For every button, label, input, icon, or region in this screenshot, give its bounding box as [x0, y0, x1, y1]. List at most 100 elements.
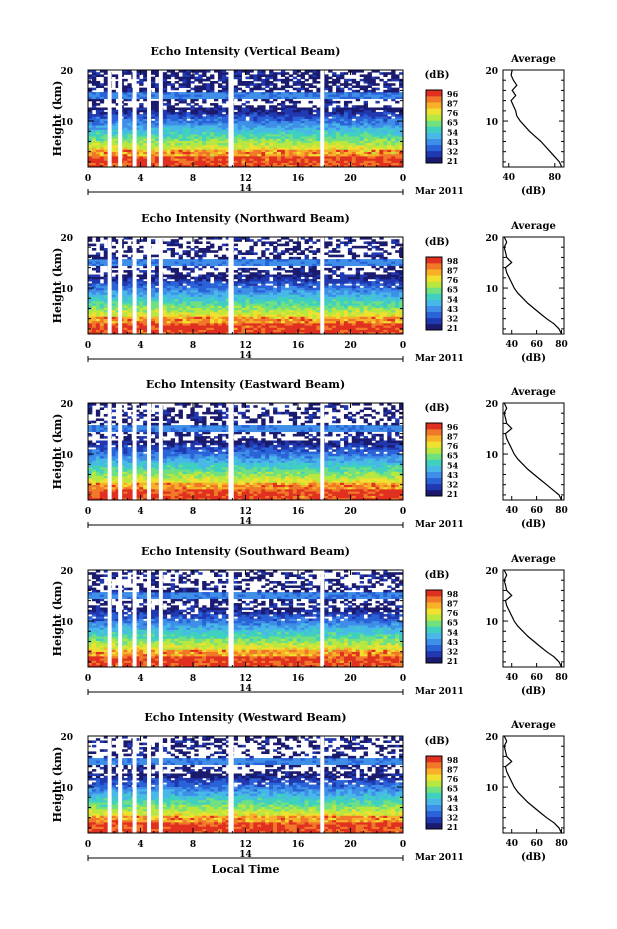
heatmap-cell: [277, 320, 282, 324]
heatmap-cell: [249, 138, 254, 141]
heatmap-cell: [166, 127, 172, 130]
heatmap-cell: [261, 241, 266, 245]
heatmap-cell: [170, 116, 176, 119]
heatmap-cell: [265, 320, 270, 324]
heatmap-cell: [253, 318, 258, 322]
heatmap-cell: [292, 111, 298, 115]
heatmap-cell: [139, 164, 144, 168]
heatmap-cell: [265, 92, 270, 95]
heatmap-cell: [332, 155, 337, 159]
heatmap-cell: [198, 305, 203, 308]
heatmap-cell: [214, 331, 219, 335]
heatmap-cell: [95, 118, 101, 122]
heatmap-cell: [99, 138, 105, 141]
heatmap-cell: [351, 85, 357, 89]
heatmap-cell: [178, 287, 183, 291]
heatmap-cell: [135, 133, 140, 137]
heatmap-cell: [312, 72, 317, 75]
heatmap-cell: [328, 76, 333, 80]
heatmap-cell: [257, 261, 262, 264]
heatmap-cell: [103, 153, 109, 157]
heatmap-cell: [186, 107, 191, 111]
heatmap-cell: [257, 303, 262, 306]
heatmap-cell: [371, 107, 376, 111]
heatmap-cell: [280, 322, 286, 326]
heatmap-cell: [154, 109, 160, 113]
heatmap-cell: [237, 127, 242, 130]
heatmap-cell: [214, 305, 219, 308]
heatmap-cell: [166, 140, 172, 144]
heatmap-cell: [162, 300, 168, 304]
heatmap-cell: [343, 72, 349, 75]
heatmap-cell: [277, 325, 282, 328]
heatmap-cell: [91, 153, 97, 157]
heatmap-cell: [198, 250, 203, 253]
heatmap-cell: [214, 127, 219, 130]
heatmap-cell: [363, 120, 368, 124]
heatmap-cell: [300, 94, 305, 97]
heatmap-cell: [151, 131, 156, 135]
heatmap-cell: [206, 298, 211, 302]
heatmap-cell: [387, 144, 392, 148]
heatmap-cell: [166, 100, 172, 104]
heatmap-cell: [363, 107, 368, 111]
heatmap-cell: [103, 87, 109, 91]
heatmap-cell: [241, 147, 246, 150]
heatmap-cell: [95, 263, 101, 267]
heatmap-cell: [383, 114, 388, 117]
heatmap-cell: [115, 283, 120, 286]
heatmap-cell: [151, 85, 156, 89]
heatmap-cell: [115, 81, 120, 84]
heatmap-cell: [115, 129, 120, 133]
heatmap-cell: [296, 125, 302, 128]
heatmap-cell: [194, 138, 199, 141]
heatmap-cell: [265, 256, 270, 260]
heatmap-cell: [186, 72, 191, 75]
heatmap-cell: [225, 327, 231, 330]
heatmap-cell: [221, 78, 227, 82]
heatmap-cell: [221, 155, 227, 159]
heatmap-cell: [182, 303, 187, 306]
heatmap-cell: [233, 289, 239, 293]
heatmap-cell: [328, 153, 333, 157]
heatmap-cell: [249, 331, 254, 335]
heatmap-cell: [265, 294, 270, 297]
heatmap-cell: [343, 155, 349, 159]
heatmap-cell: [371, 89, 376, 93]
heatmap-cell: [292, 100, 298, 104]
heatmap-cell: [139, 83, 144, 86]
heatmap-cell: [343, 151, 349, 155]
heatmap-cell: [194, 151, 199, 155]
heatmap-cell: [143, 89, 148, 93]
colorbar-swatch: [426, 126, 442, 133]
heatmap-cell: [237, 142, 242, 146]
heatmap-cell: [237, 149, 242, 152]
heatmap-cell: [343, 118, 349, 122]
heatmap-cell: [139, 133, 144, 137]
heatmap-cell: [284, 94, 290, 97]
heatmap-cell: [233, 131, 239, 135]
heatmap-cell: [198, 125, 203, 128]
heatmap-cell: [241, 331, 246, 335]
heatmap-cell: [371, 116, 376, 119]
heatmap-cell: [186, 155, 191, 159]
heatmap-cell: [273, 318, 278, 322]
heatmap-cell: [123, 147, 128, 150]
heatmap-cell: [336, 85, 341, 89]
heatmap-cell: [95, 96, 101, 100]
heatmap-cell: [190, 294, 195, 297]
heatmap-cell: [249, 149, 254, 152]
heatmap-cell: [103, 274, 109, 278]
heatmap-cell: [253, 133, 258, 137]
heatmap-cell: [198, 153, 203, 157]
heatmap-cell: [288, 311, 294, 315]
heatmap-cell: [206, 160, 211, 163]
heatmap-cell: [190, 314, 195, 317]
heatmap-cell: [151, 109, 156, 113]
heatmap-cell: [340, 118, 345, 122]
heatmap-cell: [375, 133, 380, 137]
heatmap-cell: [151, 133, 156, 137]
heatmap-cell: [265, 237, 270, 240]
heatmap-cell: [253, 127, 258, 130]
heatmap-cell: [214, 122, 219, 126]
